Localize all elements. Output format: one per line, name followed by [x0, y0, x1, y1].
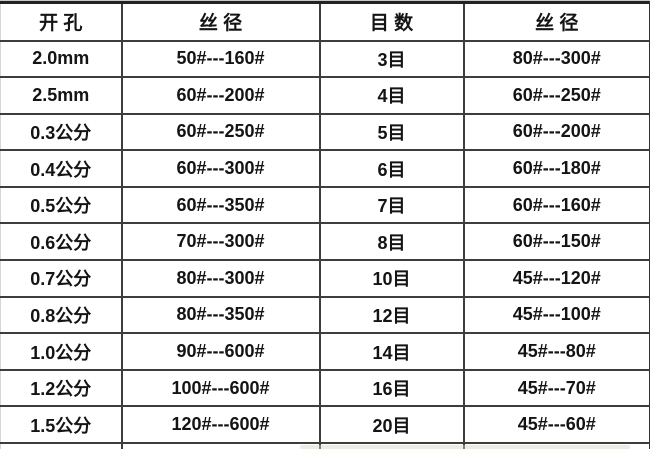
table-row: 0.4公分 60#---300# 6目 60#---180#: [0, 149, 650, 188]
table-cell: 60#---250#: [120, 112, 321, 152]
table-cell: 60#---180#: [462, 149, 650, 188]
table-cell: 70#---300#: [120, 222, 321, 262]
table-row: 0.7公分 80#---300# 10目 45#---120#: [0, 259, 650, 298]
table-body: 2.0mm 50#---160# 3目 80#---300# 2.5mm 60#---20…: [0, 39, 650, 449]
table-cell: 16目: [318, 368, 465, 408]
table-row: 0.5公分 60#---350# 7目 60#---160#: [0, 185, 650, 225]
table-cell: [318, 442, 465, 449]
table-cell: 60#---350#: [120, 185, 321, 225]
column-header: 丝 径: [120, 1, 321, 42]
table-cell: 6目: [318, 149, 465, 188]
table-cell: 0.5公分: [0, 185, 123, 225]
table-cell: 2.0mm: [0, 39, 123, 79]
table-cell: 100#---600#: [120, 368, 321, 408]
table-cell: 60#---150#: [462, 222, 650, 262]
column-header: 开 孔: [0, 1, 123, 42]
table-cell: 50#---160#: [120, 39, 321, 79]
table-cell: 60#---160#: [462, 185, 650, 225]
table-cell: 45#---120#: [462, 259, 650, 298]
top-hairline: [0, 0, 650, 1]
header-row: 开 孔丝 径目 数丝 径: [0, 1, 650, 42]
table-cell: 10目: [318, 259, 465, 298]
table-cell: 1.5公分: [0, 405, 123, 445]
clipped-partial-row: [0, 442, 650, 449]
table-cell: 20目: [318, 405, 465, 445]
table-cell: [0, 442, 123, 449]
table-row: 2.5mm 60#---200# 4目 60#---250#: [0, 76, 650, 115]
table-cell: 3目: [318, 39, 465, 79]
table-cell: 8目: [318, 222, 465, 262]
table-cell: 5目: [318, 112, 465, 152]
table-cell: 80#---350#: [120, 295, 321, 335]
table-cell: 0.4公分: [0, 149, 123, 188]
table-cell: 60#---200#: [462, 112, 650, 152]
table-cell: 45#---60#: [462, 405, 650, 445]
table-row: 0.6公分 70#---300# 8目 60#---150#: [0, 222, 650, 262]
table-row: 1.5公分 120#---600# 20目 45#---60#: [0, 405, 650, 445]
table-cell: 120#---600#: [120, 405, 321, 445]
table-cell: 12目: [318, 295, 465, 335]
table-row: 2.0mm 50#---160# 3目 80#---300#: [0, 39, 650, 79]
table-cell: [462, 442, 650, 449]
table-cell: 2.5mm: [0, 76, 123, 115]
column-header: 丝 径: [462, 1, 650, 42]
bottom-faint-smudge: [300, 445, 630, 449]
table-cell: 60#---300#: [120, 149, 321, 188]
table-cell: 60#---250#: [462, 76, 650, 115]
table-cell: 0.8公分: [0, 295, 123, 335]
table-cell: 80#---300#: [462, 39, 650, 79]
table-cell: 80#---300#: [120, 259, 321, 298]
table-cell: 45#---80#: [462, 332, 650, 371]
table-row: 0.3公分 60#---250# 5目 60#---200#: [0, 112, 650, 152]
table-cell: 90#---600#: [120, 332, 321, 371]
column-header: 目 数: [318, 1, 465, 42]
table-row: 1.2公分 100#---600# 16目 45#---70#: [0, 368, 650, 408]
table-cell: 7目: [318, 185, 465, 225]
table-cell: 45#---70#: [462, 368, 650, 408]
table-cell: 1.2公分: [0, 368, 123, 408]
table-cell: 60#---200#: [120, 76, 321, 115]
table-cell: 0.7公分: [0, 259, 123, 298]
table-cell: 0.6公分: [0, 222, 123, 262]
table-cell: 14目: [318, 332, 465, 371]
table-cell: 4目: [318, 76, 465, 115]
table-row: 0.8公分 80#---350# 12目 45#---100#: [0, 295, 650, 335]
table-cell: 45#---100#: [462, 295, 650, 335]
table-cell: 0.3公分: [0, 112, 123, 152]
table-cell: 1.0公分: [0, 332, 123, 371]
table-cell: [120, 442, 321, 449]
table-row: 1.0公分 90#---600# 14目 45#---80#: [0, 332, 650, 371]
